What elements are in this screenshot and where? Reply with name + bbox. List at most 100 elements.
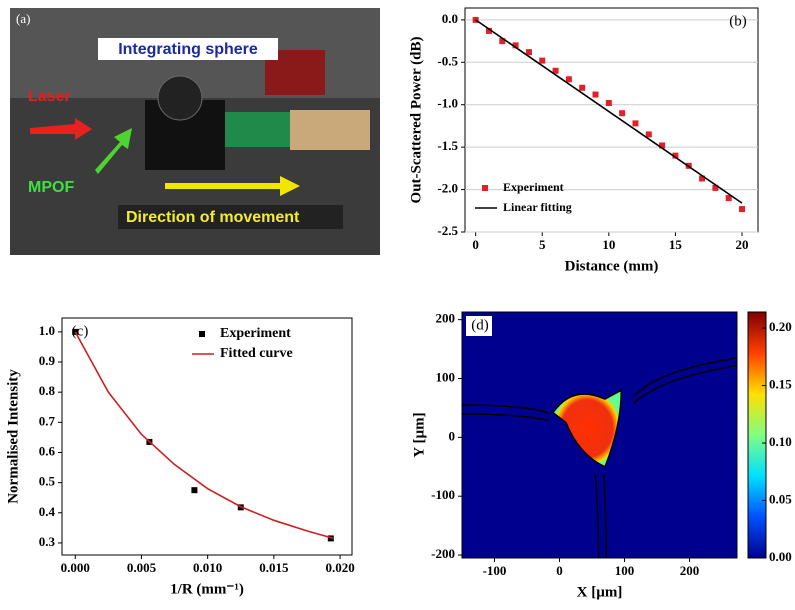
y-tick-label: -2.5 [437,223,458,238]
y-tick-label: 0.3 [39,534,56,549]
photo-tube [225,112,295,147]
y-tick-label: -1.5 [437,138,458,153]
legend-label: Experiment [220,326,291,341]
point [565,76,572,83]
x-tick-label: 0.010 [193,560,222,575]
point [592,91,599,98]
photo-label: Integrating sphere [118,41,258,58]
point [725,195,732,202]
y-tick-label: -2.0 [437,181,458,196]
legend-label: Fitted curve [220,346,293,361]
colorbar-tick-label: 0.10 [769,434,792,449]
x-tick-label: -100 [483,563,507,578]
point [712,184,719,191]
point [659,142,666,149]
boundary [461,413,550,422]
y-axis-label: Y [µm] [411,412,427,457]
y-tick-label: 100 [436,369,456,384]
point [619,110,626,117]
point [499,38,506,45]
x-tick-label: 10 [602,237,615,252]
x-tick-label: 15 [669,237,683,252]
y-tick-label: -200 [431,546,455,561]
plot-frame [61,317,353,556]
colorbar-tick-label: 0.15 [769,377,792,392]
boundary [633,364,738,404]
y-tick-label: 0 [449,428,456,443]
plot-frame [464,7,759,233]
photo-sphere-top [157,75,203,121]
fit-line [475,19,743,204]
plot-frame [461,311,738,559]
y-tick-label: 0.6 [39,443,56,458]
legend-label: Experiment [503,180,564,194]
point [512,42,519,49]
panel-label-bg [466,316,492,336]
panel-label: (a) [16,11,30,26]
photo-label: Laser [28,88,71,105]
y-tick-label: 0.0 [442,11,458,26]
y-axis-label: Normalised Intensity [5,369,21,504]
boundary [594,473,600,559]
point [191,487,198,494]
x-axis-label: 1/R (mm⁻¹) [170,581,244,597]
boundary [633,357,738,397]
x-axis-label: X [µm] [577,584,623,600]
point [632,120,639,127]
x-tick-label: 20 [736,237,749,252]
panel-label: (d) [471,317,489,333]
panel-label: (c) [72,323,89,339]
colorbar-tick-label: 0.20 [769,319,792,334]
y-axis-label: Out-Scattered Power (dB) [408,37,424,204]
y-tick-label: 0.9 [39,353,56,368]
x-axis-label: Distance (mm) [565,258,659,274]
point [539,57,546,64]
x-tick-label: 100 [615,563,635,578]
point [699,175,706,182]
point [552,67,559,74]
point [672,152,679,159]
x-tick-label: 0 [556,563,563,578]
photo-panel: (a) Integrating sphere Laser MPOF Direct… [10,8,380,255]
boundary [461,404,550,415]
x-tick-label: 0.005 [127,560,157,575]
arrow [95,128,132,174]
x-tick-label: 0.020 [325,560,354,575]
fit-line [74,331,334,540]
point [579,84,586,91]
point [739,206,746,213]
point [645,131,652,138]
colorbar-tick-label: 0.05 [769,492,792,507]
core [551,389,623,468]
photo-tube [290,110,370,150]
y-tick-label: 0.5 [39,474,56,489]
colorbar [747,311,767,559]
photo-label: Direction of movement [126,209,300,226]
x-tick-label: 5 [539,237,546,252]
point [605,100,612,107]
legend-label: Linear fitting [503,200,572,214]
label-bg [98,38,278,60]
label-bg [118,205,343,229]
y-tick-label: 0.8 [39,383,56,398]
photo-label: MPOF [28,179,74,196]
point [525,49,532,56]
x-tick-label: 0.000 [61,560,90,575]
y-tick-label: 0.7 [39,413,56,428]
panel-label: (b) [729,13,747,29]
y-tick-label: 200 [436,311,456,326]
legend-swatch [199,331,205,337]
y-tick-label: -100 [431,487,455,502]
y-tick-label: -0.5 [437,53,458,68]
boundary [602,473,608,559]
y-tick-label: -1.0 [437,96,458,111]
x-tick-label: 0.015 [259,560,289,575]
arrow [30,118,92,140]
y-tick-label: 0.4 [39,504,56,519]
x-tick-label: 200 [680,563,700,578]
x-tick-label: 0 [472,237,479,252]
arrow [165,176,300,196]
y-tick-label: 1.0 [39,323,55,338]
point [485,27,492,34]
